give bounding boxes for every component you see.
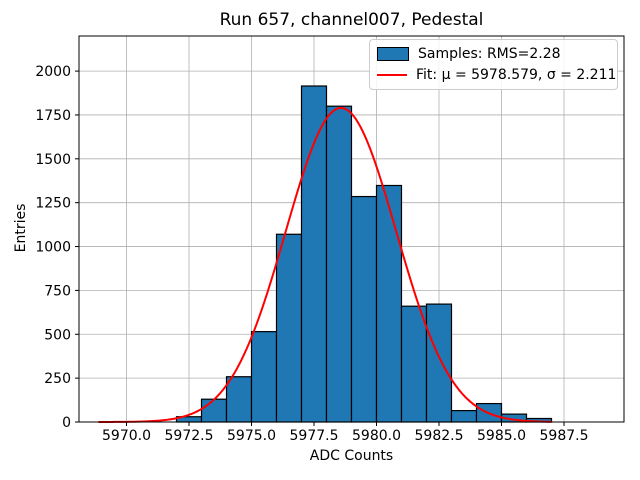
x-tick-label: 5977.5 xyxy=(290,428,339,444)
histogram-bar xyxy=(300,85,328,423)
y-tick-label: 1000 xyxy=(35,240,71,256)
x-tick-label: 5985.0 xyxy=(477,428,526,444)
legend-samples-label: Samples: RMS=2.28 xyxy=(418,46,561,63)
legend-item-samples: Samples: RMS=2.28 xyxy=(377,46,609,62)
histogram-swatch-icon xyxy=(377,47,409,62)
histogram-bar xyxy=(425,303,453,423)
x-tick-label: 5972.5 xyxy=(165,428,214,444)
y-tick-label: 500 xyxy=(44,327,71,343)
histogram-bar xyxy=(275,233,303,423)
x-tick-label: 5980.0 xyxy=(352,428,401,444)
histogram-bar xyxy=(250,331,278,423)
histogram-bar xyxy=(400,305,428,423)
histogram-bar xyxy=(225,376,253,423)
y-tick-label: 1500 xyxy=(35,152,71,168)
histogram-bar xyxy=(325,105,353,423)
legend: Samples: RMS=2.28 Fit: μ = 5978.579, σ =… xyxy=(369,39,618,90)
y-tick-label: 250 xyxy=(44,371,71,387)
x-tick-label: 5982.5 xyxy=(415,428,464,444)
histogram-bar xyxy=(375,184,403,423)
axes-frame xyxy=(78,35,625,423)
fit-line-swatch-icon xyxy=(377,73,407,76)
y-tick-label: 0 xyxy=(62,415,71,431)
x-axis-label: ADC Counts xyxy=(309,448,394,464)
y-tick-label: 750 xyxy=(44,283,71,299)
legend-fit-label: Fit: μ = 5978.579, σ = 2.211 xyxy=(416,66,617,83)
x-tick-label: 5975.0 xyxy=(227,428,276,444)
y-tick-label: 1250 xyxy=(35,196,71,212)
y-tick-label: 2000 xyxy=(35,64,71,80)
histogram-bar xyxy=(350,195,378,423)
y-axis-label: Entries xyxy=(13,203,29,253)
y-tick-label: 1750 xyxy=(35,108,71,124)
fit-curve xyxy=(98,106,553,423)
x-tick-label: 5970.0 xyxy=(102,428,151,444)
legend-item-fit: Fit: μ = 5978.579, σ = 2.211 xyxy=(377,67,616,83)
chart-title: Run 657, channel007, Pedestal xyxy=(219,10,484,30)
histogram-bar xyxy=(450,409,478,423)
x-tick-label: 5987.5 xyxy=(540,428,589,444)
histogram-bar xyxy=(200,398,228,423)
